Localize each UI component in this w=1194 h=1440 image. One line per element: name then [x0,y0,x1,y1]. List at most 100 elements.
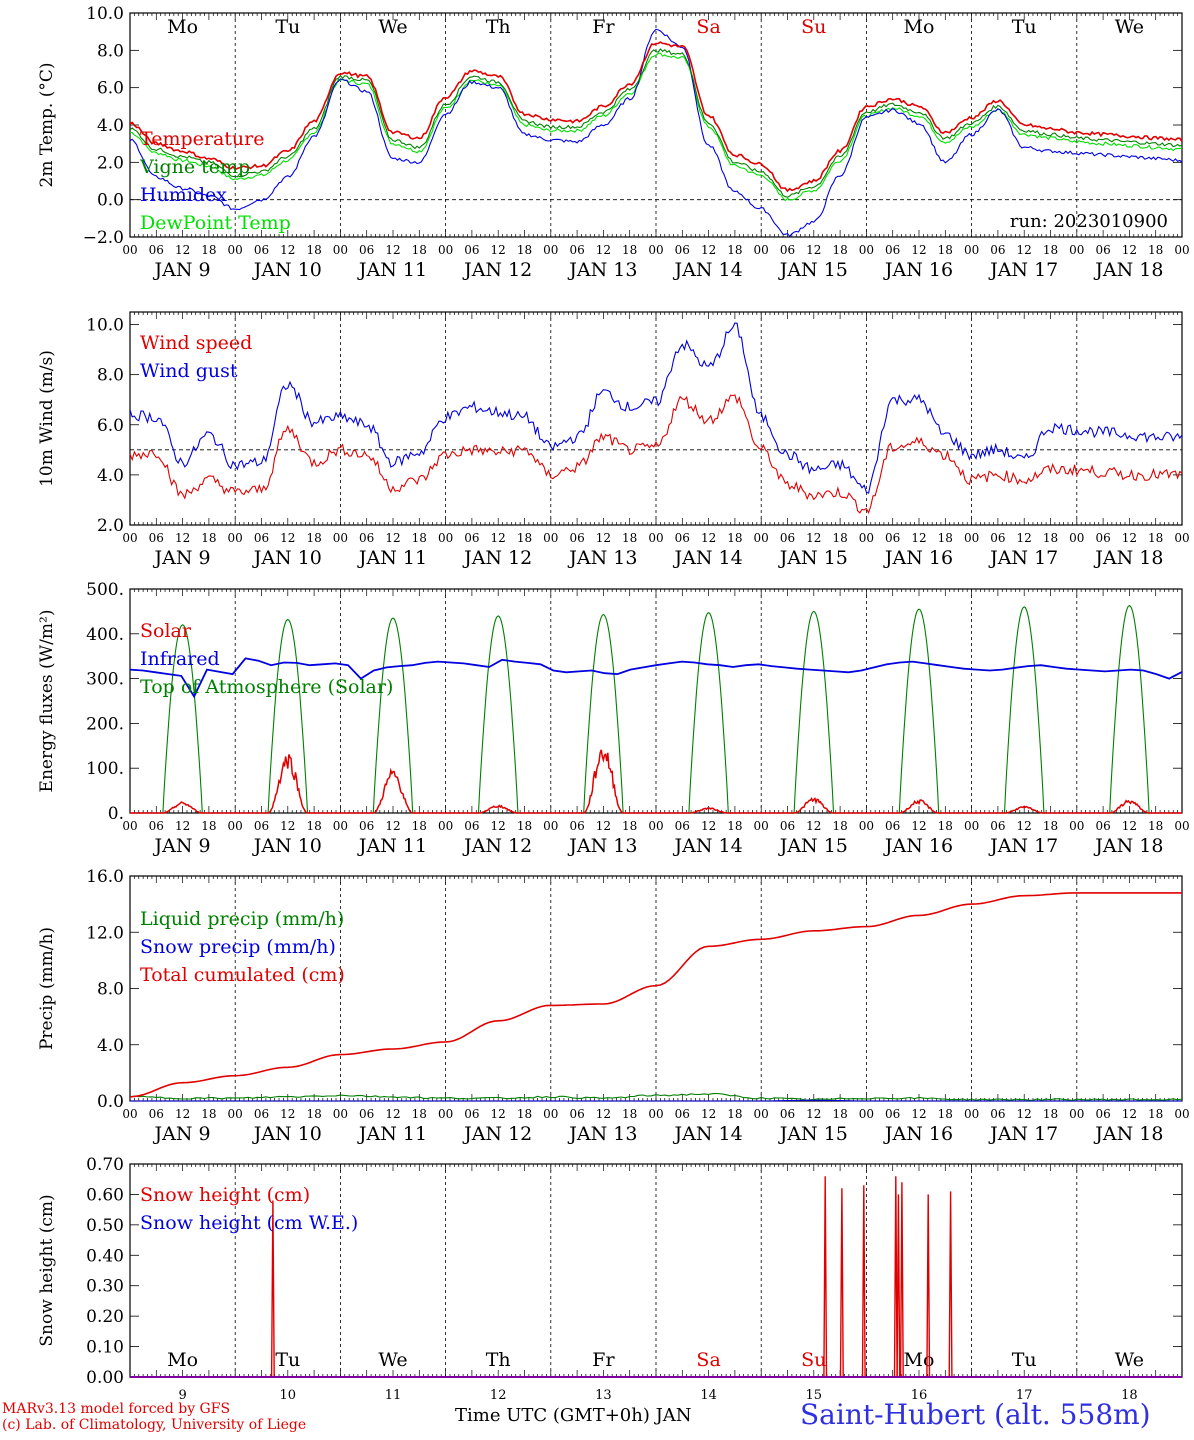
hour-label: 06 [254,1107,269,1121]
legend-entry: Infrared [140,648,220,670]
hour-label: 06 [149,819,164,833]
series-line [129,48,1183,198]
hour-label: 18 [1148,1107,1163,1121]
hour-label: 00 [228,1107,243,1121]
date-label: JAN 16 [883,547,953,569]
snow-spike [948,1191,953,1378]
snow-spike [926,1194,931,1378]
hour-label: 06 [464,531,479,545]
date-label: JAN 18 [1093,547,1163,569]
date-label: JAN 15 [778,835,848,857]
hour-label: 00 [1069,243,1084,257]
y-axis-label: Precip (mm/h) [37,927,57,1050]
day-name: Sa [696,1349,720,1371]
hour-label: 12 [280,1107,295,1121]
y-axis-label: Energy fluxes (W/m²) [37,610,57,793]
y-tick-label: 4.0 [97,116,124,136]
date-label: JAN 14 [673,835,743,857]
y-tick-label: 0.20 [86,1307,124,1327]
date-label: JAN 11 [357,1123,427,1145]
hour-label: 18 [306,243,321,257]
hour-label: 00 [859,243,874,257]
hour-label: 00 [228,531,243,545]
day-name: Tu [275,16,300,38]
hour-label: 18 [1148,531,1163,545]
y-tick-label: 4.0 [97,1036,124,1056]
series-line [129,28,1183,238]
panel-1: −2.0 0.0 2.0 4.0 6.0 8.0 10.0 2m Temp. (°C) 00 06… [37,4,1190,281]
hour-label: 18 [1043,819,1058,833]
snow-spike [896,1194,901,1378]
hour-label: 18 [622,531,637,545]
hour-label: 06 [149,531,164,545]
hour-label: 00 [1174,243,1189,257]
y-axis-label: Snow height (cm) [37,1194,57,1346]
date-label: JAN 17 [988,1123,1058,1145]
y-axis-label: 10m Wind (m/s) [37,350,57,487]
hour-label: 06 [990,243,1005,257]
hour-label: 18 [306,1107,321,1121]
hour-label: 12 [1017,531,1032,545]
y-tick-label: 10.0 [86,316,124,336]
hour-label: 12 [385,243,400,257]
day-number: 10 [280,1388,297,1403]
snow-spike [899,1182,904,1378]
date-label: JAN 14 [673,1123,743,1145]
hour-label: 18 [1148,243,1163,257]
solar-line [130,749,1182,814]
legend-entry: Solar [140,620,192,642]
hour-label: 00 [228,243,243,257]
date-label: JAN 9 [153,1123,211,1145]
hour-label: 12 [491,243,506,257]
date-label: JAN 10 [252,259,322,281]
y-tick-label: 0.70 [86,1155,124,1175]
hour-label: 12 [175,243,190,257]
credit-line-2: (c) Lab. of Climatology, University of L… [2,1417,307,1433]
hour-label: 00 [543,531,558,545]
hour-label: 12 [491,531,506,545]
y-tick-label: 0.60 [86,1185,124,1205]
hour-label: 12 [911,819,926,833]
date-label: JAN 11 [357,259,427,281]
y-tick-label: 300. [86,670,124,690]
hour-label: 06 [780,819,795,833]
credit-line-1: MARv3.13 model forced by GFS [2,1401,231,1417]
hour-label: 00 [333,243,348,257]
hour-label: 00 [859,531,874,545]
hour-label: 18 [412,1107,427,1121]
day-name: Sa [696,16,720,38]
hour-label: 12 [385,1107,400,1121]
hour-label: 00 [859,1107,874,1121]
hour-label: 12 [701,819,716,833]
date-label: JAN 13 [567,1123,637,1145]
hour-label: 00 [333,819,348,833]
hour-label: 00 [964,531,979,545]
hour-label: 06 [780,243,795,257]
hour-label: 18 [517,1107,532,1121]
hour-label: 06 [254,243,269,257]
date-label: JAN 13 [567,835,637,857]
date-label: JAN 12 [462,835,532,857]
day-number: 9 [178,1388,186,1403]
y-tick-label: 500. [86,580,124,600]
hour-label: 06 [990,819,1005,833]
hour-label: 06 [1095,819,1110,833]
run-label: run: 2023010900 [1010,211,1168,232]
hour-label: 12 [491,819,506,833]
hour-label: 00 [1069,531,1084,545]
hour-label: 12 [911,1107,926,1121]
hour-label: 18 [412,819,427,833]
hour-label: 00 [543,1107,558,1121]
hour-label: 12 [806,1107,821,1121]
day-name: We [1115,1349,1144,1371]
time-axis-label: Time UTC (GMT+0h) JAN [455,1405,692,1426]
hour-label: 00 [438,1107,453,1121]
hour-label: 12 [806,819,821,833]
hour-label: 06 [359,1107,374,1121]
y-tick-label: 0.00 [86,1368,124,1388]
hour-label: 06 [885,243,900,257]
series-line [130,1099,1182,1102]
day-number: 11 [385,1388,402,1403]
date-label: JAN 18 [1093,259,1163,281]
hour-label: 00 [543,819,558,833]
